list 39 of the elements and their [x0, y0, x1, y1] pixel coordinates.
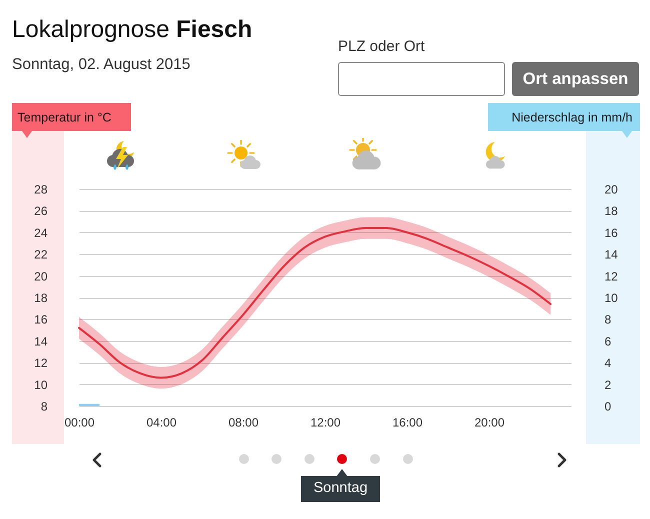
y2-tick-label: 18 — [604, 204, 618, 218]
y-tick-label: 12 — [34, 356, 48, 370]
y-tick-label: 26 — [34, 204, 48, 218]
x-tick-label: 00:00 — [64, 416, 95, 430]
y2-axis-title: Niederschlag in mm/h — [512, 110, 633, 124]
text-field[interactable] — [338, 62, 505, 96]
y2-tick-label: 6 — [604, 334, 612, 348]
x-tick-label: 04:00 — [146, 416, 177, 430]
pagination-dots[interactable] — [239, 454, 413, 464]
y2-tick-label: 2 — [604, 378, 612, 392]
y-axis-title: Temperatur in °C — [18, 110, 112, 124]
y-tick-label: 20 — [34, 269, 48, 284]
y2-tick-label: 4 — [604, 356, 612, 370]
y-tick-label: 28 — [34, 182, 48, 196]
y2-tick-label: 10 — [604, 291, 618, 305]
y2-tick-label: 12 — [604, 269, 618, 284]
x-tick-label: 16:00 — [392, 416, 423, 430]
y-tick-label: 18 — [34, 291, 48, 305]
text: Sonntag — [312, 480, 369, 496]
y-tick-label: 10 — [34, 378, 48, 392]
y2-tick-label: 0 — [604, 400, 612, 414]
y-tick-label: 22 — [34, 248, 48, 262]
y-tick-label: 14 — [34, 334, 48, 348]
x-tick-label: 20:00 — [474, 416, 505, 430]
chart-title: Lokalprognose Fiesch — [12, 16, 252, 43]
text: PLZ oder Ort — [338, 38, 425, 55]
y2-tick-label: 8 — [604, 312, 612, 327]
chevron-left-icon[interactable] — [91, 452, 103, 468]
y2-tick-label: 14 — [604, 248, 618, 262]
chart-subtitle: Sonntag, 02. August 2015 — [12, 56, 190, 74]
x-tick-label: 12:00 — [310, 416, 341, 430]
y2-tick-label: 16 — [604, 226, 618, 240]
y-tick-label: 8 — [40, 400, 48, 414]
y2-tick-label: 20 — [604, 182, 618, 196]
x-tick-label: 08:00 — [228, 416, 259, 430]
y-tick-label: 16 — [34, 312, 48, 327]
y-tick-label: 24 — [34, 226, 48, 240]
button[interactable]: Ort anpassen — [512, 62, 639, 96]
chevron-right-icon[interactable] — [556, 452, 568, 468]
